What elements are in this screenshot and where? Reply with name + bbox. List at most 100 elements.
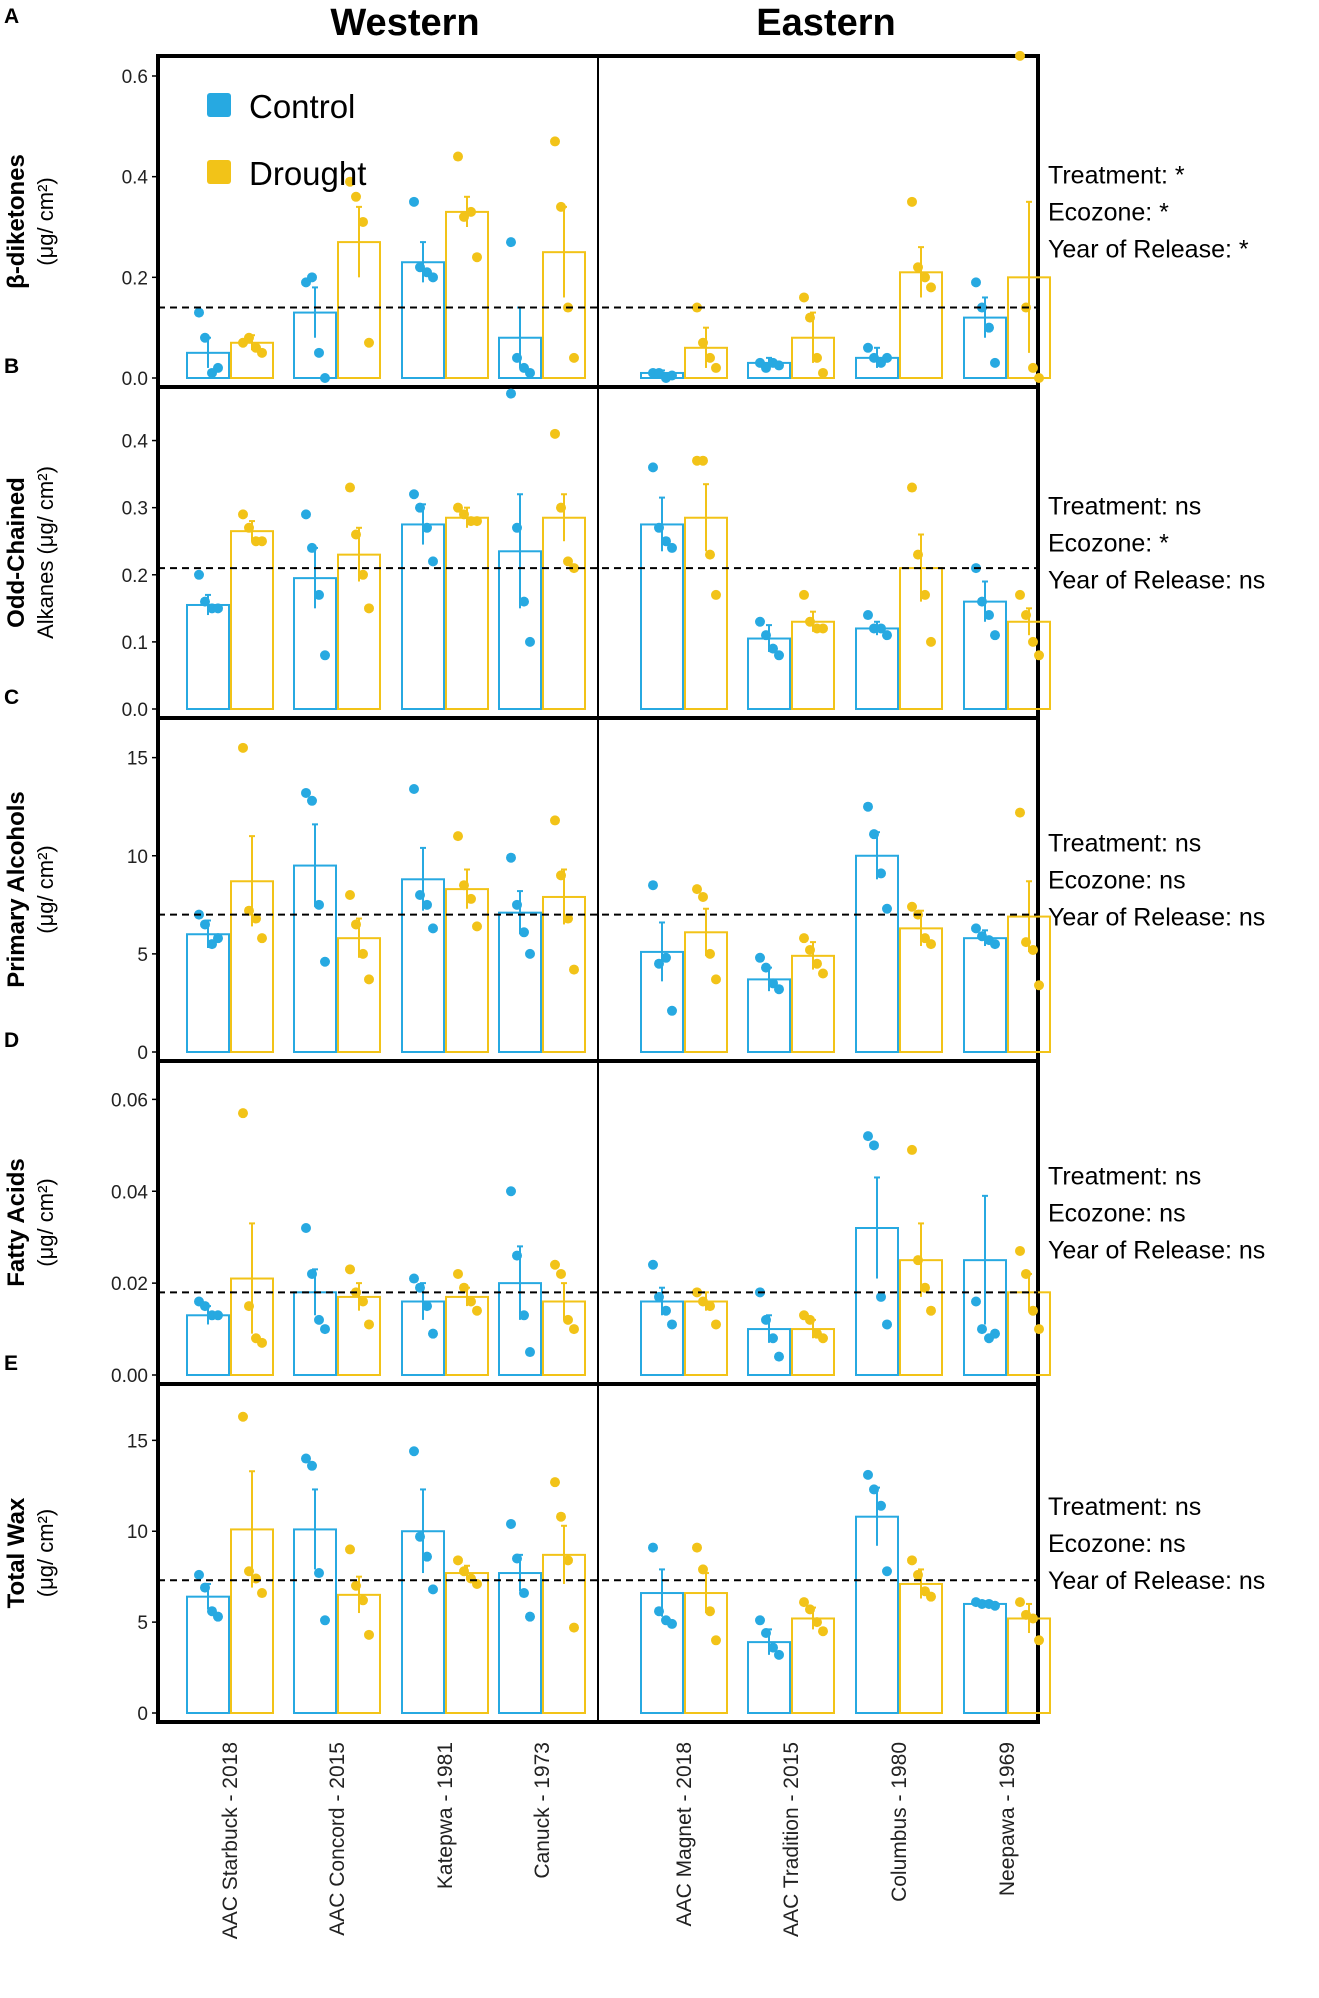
stat-line: Year of Release: ns bbox=[1048, 1237, 1265, 1265]
data-point bbox=[907, 1555, 917, 1566]
data-point bbox=[692, 1542, 702, 1553]
data-point bbox=[913, 1569, 923, 1580]
panel-d: D Fatty Acids (μg/ cm²) 0.00 0.02 0.04 0.06 Tre… bbox=[3, 1029, 1265, 1387]
data-point bbox=[194, 307, 204, 318]
data-point bbox=[648, 1542, 658, 1553]
data-point bbox=[667, 370, 677, 381]
data-point bbox=[301, 509, 311, 520]
legend-drought-swatch bbox=[207, 160, 231, 184]
data-point bbox=[301, 1453, 311, 1464]
data-point bbox=[415, 890, 425, 900]
bar bbox=[791, 620, 835, 710]
data-point bbox=[525, 367, 535, 378]
data-point bbox=[1034, 980, 1044, 991]
y-tick-label: 10 bbox=[127, 847, 148, 868]
y-tick-label: 15 bbox=[127, 1431, 148, 1452]
data-point bbox=[351, 529, 361, 540]
data-point bbox=[654, 522, 664, 533]
data-point bbox=[415, 262, 425, 273]
data-point bbox=[459, 1566, 469, 1577]
y-tick-label: 0.02 bbox=[111, 1274, 148, 1295]
stat-line: Treatment: ns bbox=[1048, 1163, 1201, 1191]
data-point bbox=[705, 352, 715, 363]
data-point bbox=[257, 1337, 267, 1348]
data-point bbox=[466, 206, 476, 217]
data-point bbox=[472, 1305, 482, 1316]
data-point bbox=[654, 1291, 664, 1302]
data-point bbox=[301, 1223, 311, 1233]
bar bbox=[963, 937, 1007, 1053]
data-point bbox=[755, 952, 765, 963]
panel-letter: E bbox=[4, 1352, 18, 1375]
data-point bbox=[512, 1250, 522, 1261]
data-point bbox=[648, 462, 658, 473]
data-point bbox=[977, 1598, 987, 1609]
data-point bbox=[882, 903, 892, 914]
stat-line: Ecozone: ns bbox=[1048, 1530, 1186, 1558]
data-point bbox=[512, 522, 522, 533]
data-point bbox=[907, 482, 917, 493]
data-point bbox=[876, 1291, 886, 1302]
data-point bbox=[1028, 362, 1038, 373]
data-point bbox=[345, 482, 355, 493]
data-point bbox=[200, 1582, 210, 1593]
data-point bbox=[977, 302, 987, 313]
data-point bbox=[200, 596, 210, 607]
bar bbox=[640, 523, 684, 711]
data-point bbox=[506, 237, 516, 248]
stat-line: Ecozone: ns bbox=[1048, 1200, 1186, 1228]
data-point bbox=[453, 151, 463, 162]
y-axis-label-unit: (μg/ cm²) bbox=[33, 1178, 58, 1266]
panel-b: B Odd-Chained Alkanes (μg/ cm²) 0.0 0.1 0.2 0.… bbox=[3, 355, 1265, 721]
data-point bbox=[648, 1259, 658, 1270]
data-point bbox=[876, 623, 886, 634]
data-point bbox=[506, 1186, 516, 1197]
data-point bbox=[876, 1500, 886, 1511]
legend-drought-label: Drought bbox=[249, 155, 366, 192]
data-point bbox=[926, 939, 936, 950]
data-point bbox=[364, 974, 374, 985]
data-point bbox=[428, 272, 438, 283]
data-point bbox=[257, 347, 267, 358]
data-point bbox=[812, 1617, 822, 1628]
y-tick-label: 0 bbox=[137, 1704, 148, 1725]
category-labels: AAC Starbuck - 2018 AAC Concord - 2015 Kat… bbox=[219, 1742, 1019, 1939]
data-point bbox=[257, 536, 267, 547]
bar bbox=[230, 530, 274, 711]
y-axis-label-unit: (μg/ cm²) bbox=[33, 1509, 58, 1597]
data-point bbox=[563, 556, 573, 567]
data-point bbox=[1034, 650, 1044, 661]
data-point bbox=[654, 367, 664, 378]
data-point bbox=[358, 1595, 368, 1606]
data-point bbox=[415, 1531, 425, 1542]
data-point bbox=[1028, 1613, 1038, 1624]
series-drought bbox=[230, 1411, 1051, 1715]
x-category-label: AAC Tradition - 2015 bbox=[780, 1742, 803, 1937]
y-axis-label-unit: Alkanes (μg/ cm²) bbox=[33, 466, 58, 639]
data-point bbox=[314, 1568, 324, 1579]
panel-letter: B bbox=[4, 355, 19, 378]
data-point bbox=[876, 868, 886, 879]
data-point bbox=[869, 1484, 879, 1495]
data-point bbox=[774, 360, 784, 371]
data-point bbox=[711, 974, 721, 985]
y-axis-label: Odd-Chained Alkanes (μg/ cm²) bbox=[3, 466, 58, 639]
data-point bbox=[711, 1319, 721, 1330]
data-point bbox=[882, 1319, 892, 1330]
data-point bbox=[805, 1314, 815, 1325]
data-point bbox=[459, 211, 469, 222]
data-point bbox=[422, 1551, 432, 1562]
data-point bbox=[774, 650, 784, 661]
data-point bbox=[805, 312, 815, 323]
data-point bbox=[506, 1518, 516, 1529]
data-point bbox=[799, 292, 809, 303]
y-tick-label: 0 bbox=[137, 1043, 148, 1064]
data-point bbox=[698, 1564, 708, 1575]
data-point bbox=[459, 1282, 469, 1293]
data-point bbox=[882, 630, 892, 641]
data-point bbox=[907, 1144, 917, 1155]
data-point bbox=[711, 589, 721, 600]
stat-line: Ecozone: ns bbox=[1048, 867, 1186, 895]
data-point bbox=[314, 899, 324, 910]
x-category-label: AAC Magnet - 2018 bbox=[673, 1742, 696, 1926]
